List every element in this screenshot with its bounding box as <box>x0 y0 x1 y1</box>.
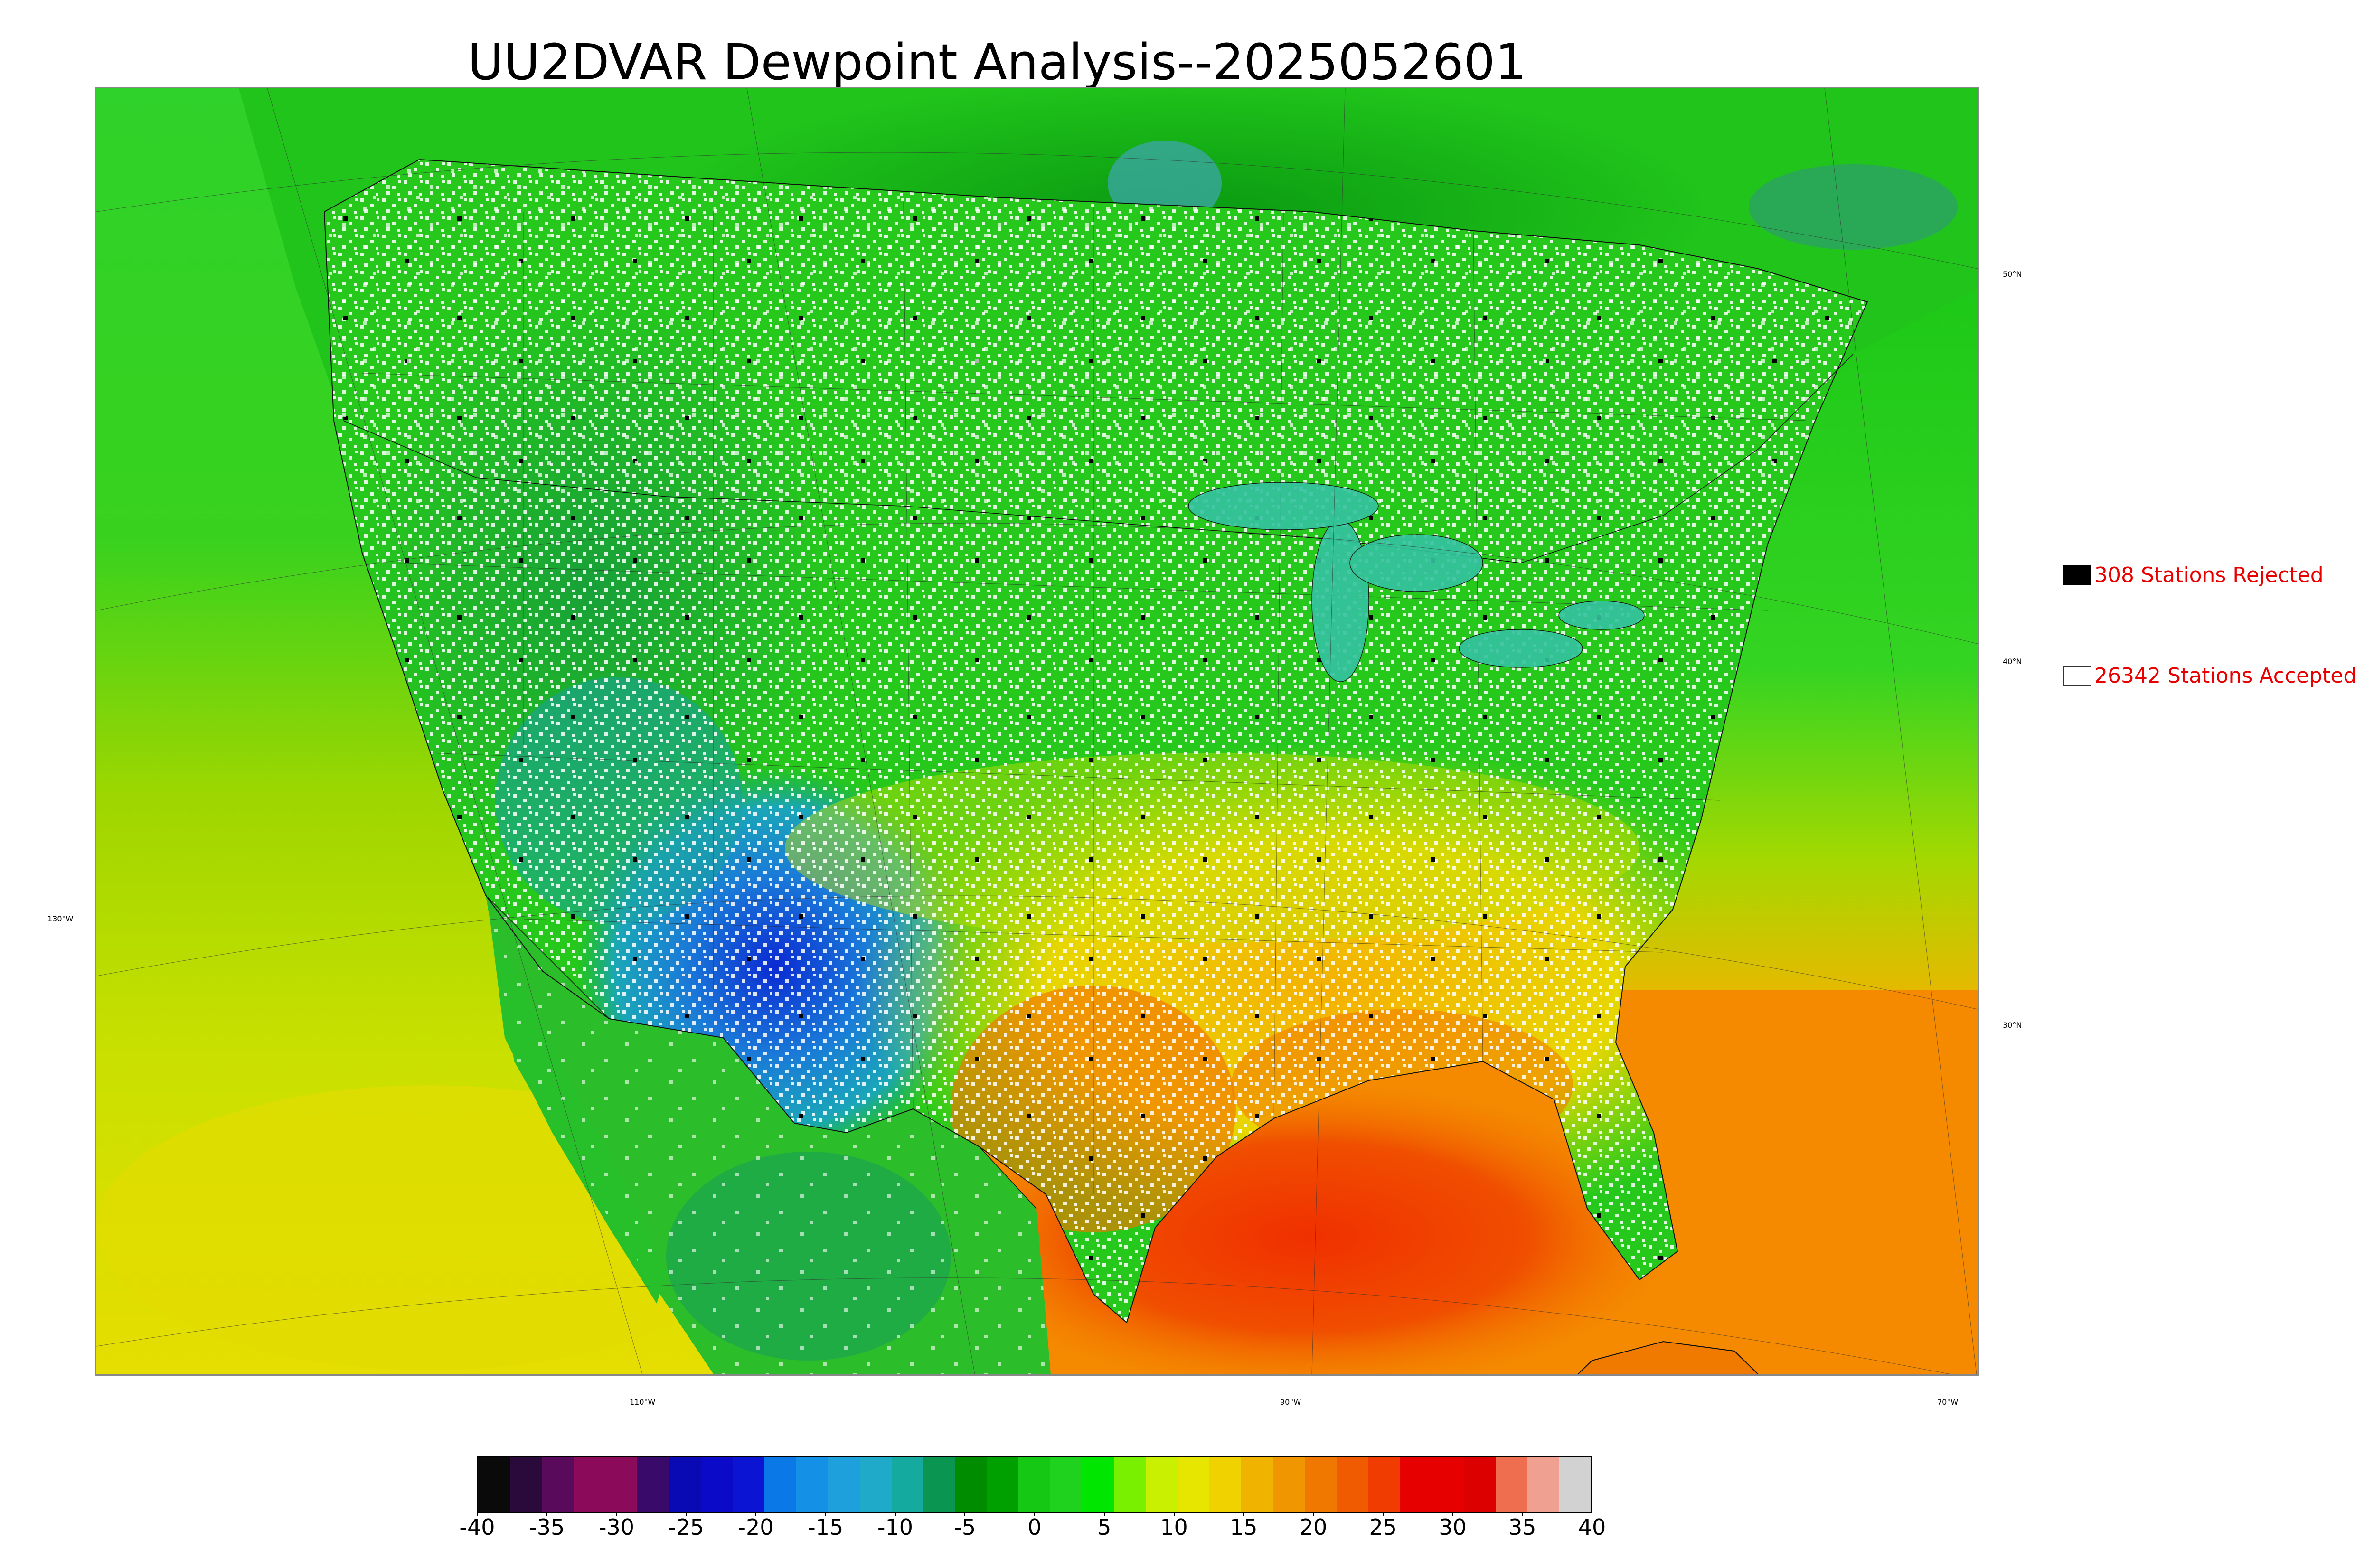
colorbar-tickmark <box>477 1513 478 1516</box>
colorbar-tick-label: 0 <box>1027 1514 1042 1540</box>
lon-label-130w: 130°W <box>47 914 74 923</box>
colorbar-segment <box>637 1457 669 1512</box>
colorbar-segment <box>1209 1457 1242 1512</box>
colorbar-segment <box>1146 1457 1178 1512</box>
rejected-swatch <box>2063 565 2091 585</box>
legend-accepted: 26342 Stations Accepted <box>2063 664 2356 688</box>
colorbar-segment <box>796 1457 828 1512</box>
colorbar-segment <box>1527 1457 1559 1512</box>
colorbar-tick-label: 15 <box>1229 1514 1258 1540</box>
colorbar-tickmark <box>1313 1513 1314 1516</box>
colorbar-segment <box>859 1457 892 1512</box>
colorbar-tick-label: -40 <box>459 1514 495 1540</box>
state-borders <box>362 202 1806 1194</box>
colorbar-tick-label: -20 <box>738 1514 774 1540</box>
colorbar-tick-label: 25 <box>1369 1514 1397 1540</box>
colorbar-tickmark <box>755 1513 756 1516</box>
colorbar-segment <box>1432 1457 1464 1512</box>
colorbar-tickmark <box>686 1513 687 1516</box>
rejected-label: 308 Stations Rejected <box>2094 563 2324 587</box>
colorbar-segment <box>1400 1457 1432 1512</box>
accepted-label: 26342 Stations Accepted <box>2094 664 2357 688</box>
colorbar-segment <box>509 1457 542 1512</box>
colorbar-segment <box>1273 1457 1305 1512</box>
colorbar-tick-label: -35 <box>529 1514 565 1540</box>
colorbar-tickmark <box>1522 1513 1523 1516</box>
colorbar-tickmark <box>1243 1513 1244 1516</box>
legend-rejected: 308 Stations Rejected <box>2063 563 2324 587</box>
colorbar-tickmark <box>616 1513 617 1516</box>
colorbar-tickmark <box>1382 1513 1384 1516</box>
colorbar-tickmark <box>1034 1513 1035 1516</box>
map-panel <box>95 87 1979 1376</box>
colorbar-tickmark <box>895 1513 896 1516</box>
colorbar-segment <box>828 1457 860 1512</box>
colorbar-tickmark <box>964 1513 966 1516</box>
field-labrador <box>1749 164 1958 250</box>
colorbar-tick-label: 40 <box>1578 1514 1606 1540</box>
colorbar-tick-label: -10 <box>877 1514 914 1540</box>
colorbar-tick-label: 30 <box>1439 1514 1467 1540</box>
colorbar-segment <box>891 1457 923 1512</box>
graticule <box>96 88 1978 1374</box>
lon-label-110w: 110°W <box>630 1398 656 1407</box>
lat-label-50n: 50°N <box>2003 270 2022 279</box>
lon-label-70w: 70°W <box>1937 1398 1959 1407</box>
colorbar-segment <box>1082 1457 1114 1512</box>
colorbar-segment <box>1496 1457 1527 1512</box>
colorbar-tickmark <box>1452 1513 1453 1516</box>
colorbar-segment <box>669 1457 701 1512</box>
colorbar-tickmark <box>825 1513 826 1516</box>
colorbar-tick-label: -5 <box>954 1514 976 1540</box>
lat-label-30n: 30°N <box>2003 1021 2022 1030</box>
colorbar-segment <box>732 1457 764 1512</box>
colorbar-segment <box>605 1457 637 1512</box>
colorbar-segment <box>1018 1457 1051 1512</box>
dewpoint-map <box>96 88 1978 1374</box>
colorbar-tick-label: -15 <box>808 1514 844 1540</box>
colorbar-segment <box>1050 1457 1083 1512</box>
colorbar-segment <box>573 1457 605 1512</box>
colorbar-segment <box>700 1457 733 1512</box>
coastline-usa <box>323 159 1868 1324</box>
colorbar-segment <box>1114 1457 1146 1512</box>
map-title: UU2DVAR Dewpoint Analysis--2025052601 <box>467 33 1527 91</box>
colorbar-tickmark <box>546 1513 547 1516</box>
colorbar-segment <box>1464 1457 1496 1512</box>
border-canada <box>343 354 1854 563</box>
colorbar-segment <box>1178 1457 1210 1512</box>
colorbar-segment <box>1241 1457 1273 1512</box>
great-lakes <box>1188 482 1645 682</box>
colorbar-segment <box>955 1457 987 1512</box>
colorbar-tick-label: 35 <box>1508 1514 1536 1540</box>
colorbar-segment <box>764 1457 796 1512</box>
colorbar-tickmark <box>1173 1513 1175 1516</box>
colorbar-tickmark <box>1103 1513 1105 1516</box>
lon-label-90w: 90°W <box>1280 1398 1301 1407</box>
colorbar-tick-label: 10 <box>1160 1514 1188 1540</box>
colorbar-segment <box>1305 1457 1337 1512</box>
colorbar-tick-label: -25 <box>668 1514 704 1540</box>
accepted-swatch <box>2063 666 2091 686</box>
colorbar-segment <box>923 1457 955 1512</box>
lat-label-40n: 40°N <box>2003 657 2022 666</box>
border-mexico <box>485 895 1037 1209</box>
colorbar-tick-label: 5 <box>1097 1514 1112 1540</box>
colorbar-tick-label: -30 <box>598 1514 635 1540</box>
colorbar-segment <box>987 1457 1019 1512</box>
colorbar-segment <box>1368 1457 1401 1512</box>
colorbar-segment <box>541 1457 574 1512</box>
colorbar-segment <box>1337 1457 1369 1512</box>
colorbar-tick-label: 20 <box>1299 1514 1328 1540</box>
colorbar-segment <box>1559 1457 1591 1512</box>
land-cuba <box>1577 1341 1759 1374</box>
colorbar-segment <box>478 1457 510 1512</box>
dewpoint-colorbar <box>477 1456 1592 1513</box>
